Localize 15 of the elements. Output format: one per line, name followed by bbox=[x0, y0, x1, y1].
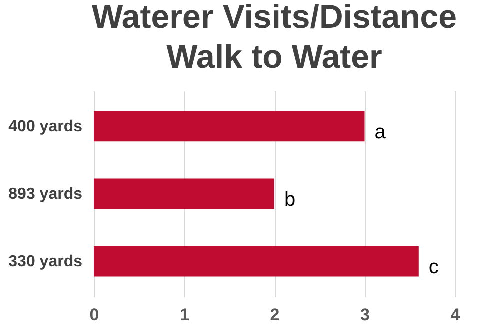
y-tick-label: 400 yards bbox=[8, 118, 83, 136]
bar bbox=[94, 111, 365, 142]
x-tick-label: 1 bbox=[180, 306, 190, 324]
y-tick-label: 893 yards bbox=[8, 186, 83, 203]
x-tick-label: 3 bbox=[360, 306, 370, 324]
x-tick-label: 4 bbox=[450, 306, 461, 324]
bar bbox=[94, 246, 419, 277]
y-tick-label: 330 yards bbox=[8, 254, 83, 271]
annotation: c bbox=[428, 256, 439, 279]
bar bbox=[94, 178, 274, 210]
annotation: b bbox=[284, 189, 296, 211]
chart-title: Waterer Visits/Distance Walk to Water bbox=[92, 0, 457, 75]
annotation: a bbox=[374, 121, 387, 144]
x-tick-label: 2 bbox=[270, 306, 280, 324]
x-tick-label: 0 bbox=[90, 306, 100, 324]
